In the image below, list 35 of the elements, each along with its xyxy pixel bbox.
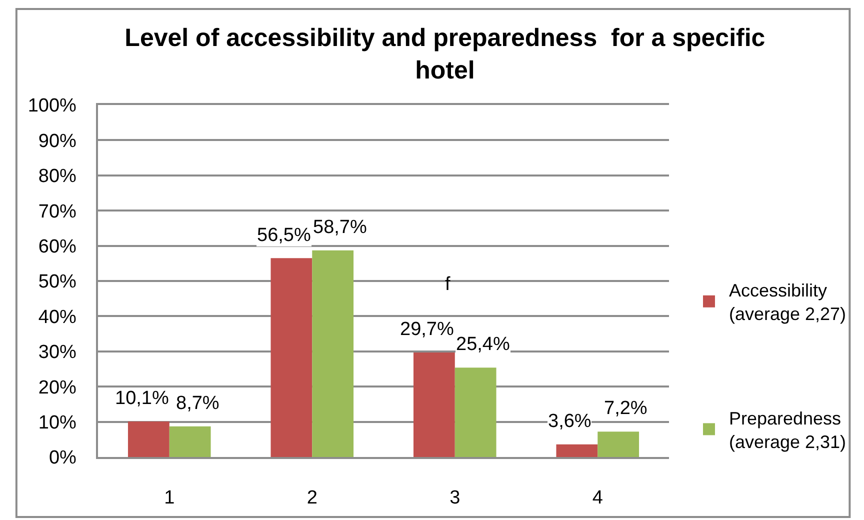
legend-label: Preparedness (average 2,31) (728, 408, 846, 452)
data-label: 25,4% (456, 334, 510, 355)
y-tick-label: 90% (38, 130, 77, 152)
y-tick-label: 50% (38, 272, 77, 293)
y-tick-label: 40% (38, 306, 77, 328)
y-tick-label: 60% (38, 236, 77, 258)
y-tick-label: 30% (38, 342, 77, 364)
y-tick-label: 10% (38, 412, 77, 434)
bar (454, 368, 496, 457)
data-label: 7,2% (604, 398, 648, 419)
chart-title: Level of accessibility and preparedness for a specific hotel (124, 24, 766, 84)
data-label: 29,7% (400, 319, 454, 340)
data-label: 58,7% (313, 217, 367, 238)
x-tick-label: 2 (306, 488, 318, 509)
y-tick-label: 0% (48, 448, 77, 469)
data-label: 10,1% (115, 388, 169, 409)
bar (413, 352, 455, 457)
bar (270, 258, 312, 457)
data-label: 3,6% (548, 411, 592, 432)
y-tick-label: 20% (38, 377, 77, 398)
x-tick-label: 3 (450, 488, 460, 509)
annotation: f (445, 274, 451, 295)
bar (312, 250, 354, 457)
y-tick-label: 70% (38, 201, 77, 222)
bar (598, 432, 640, 457)
bar (169, 426, 211, 457)
y-tick-label: 100% (28, 96, 77, 117)
data-label: 8,7% (176, 393, 220, 414)
data-label: 56,5% (257, 225, 311, 246)
x-tick-label: 1 (164, 488, 175, 509)
legend-label: Accessibility (average 2,27) (728, 280, 846, 324)
bar (556, 444, 598, 457)
bar (128, 421, 170, 457)
y-tick-label: 80% (38, 166, 77, 188)
x-tick-label: 4 (592, 488, 604, 509)
